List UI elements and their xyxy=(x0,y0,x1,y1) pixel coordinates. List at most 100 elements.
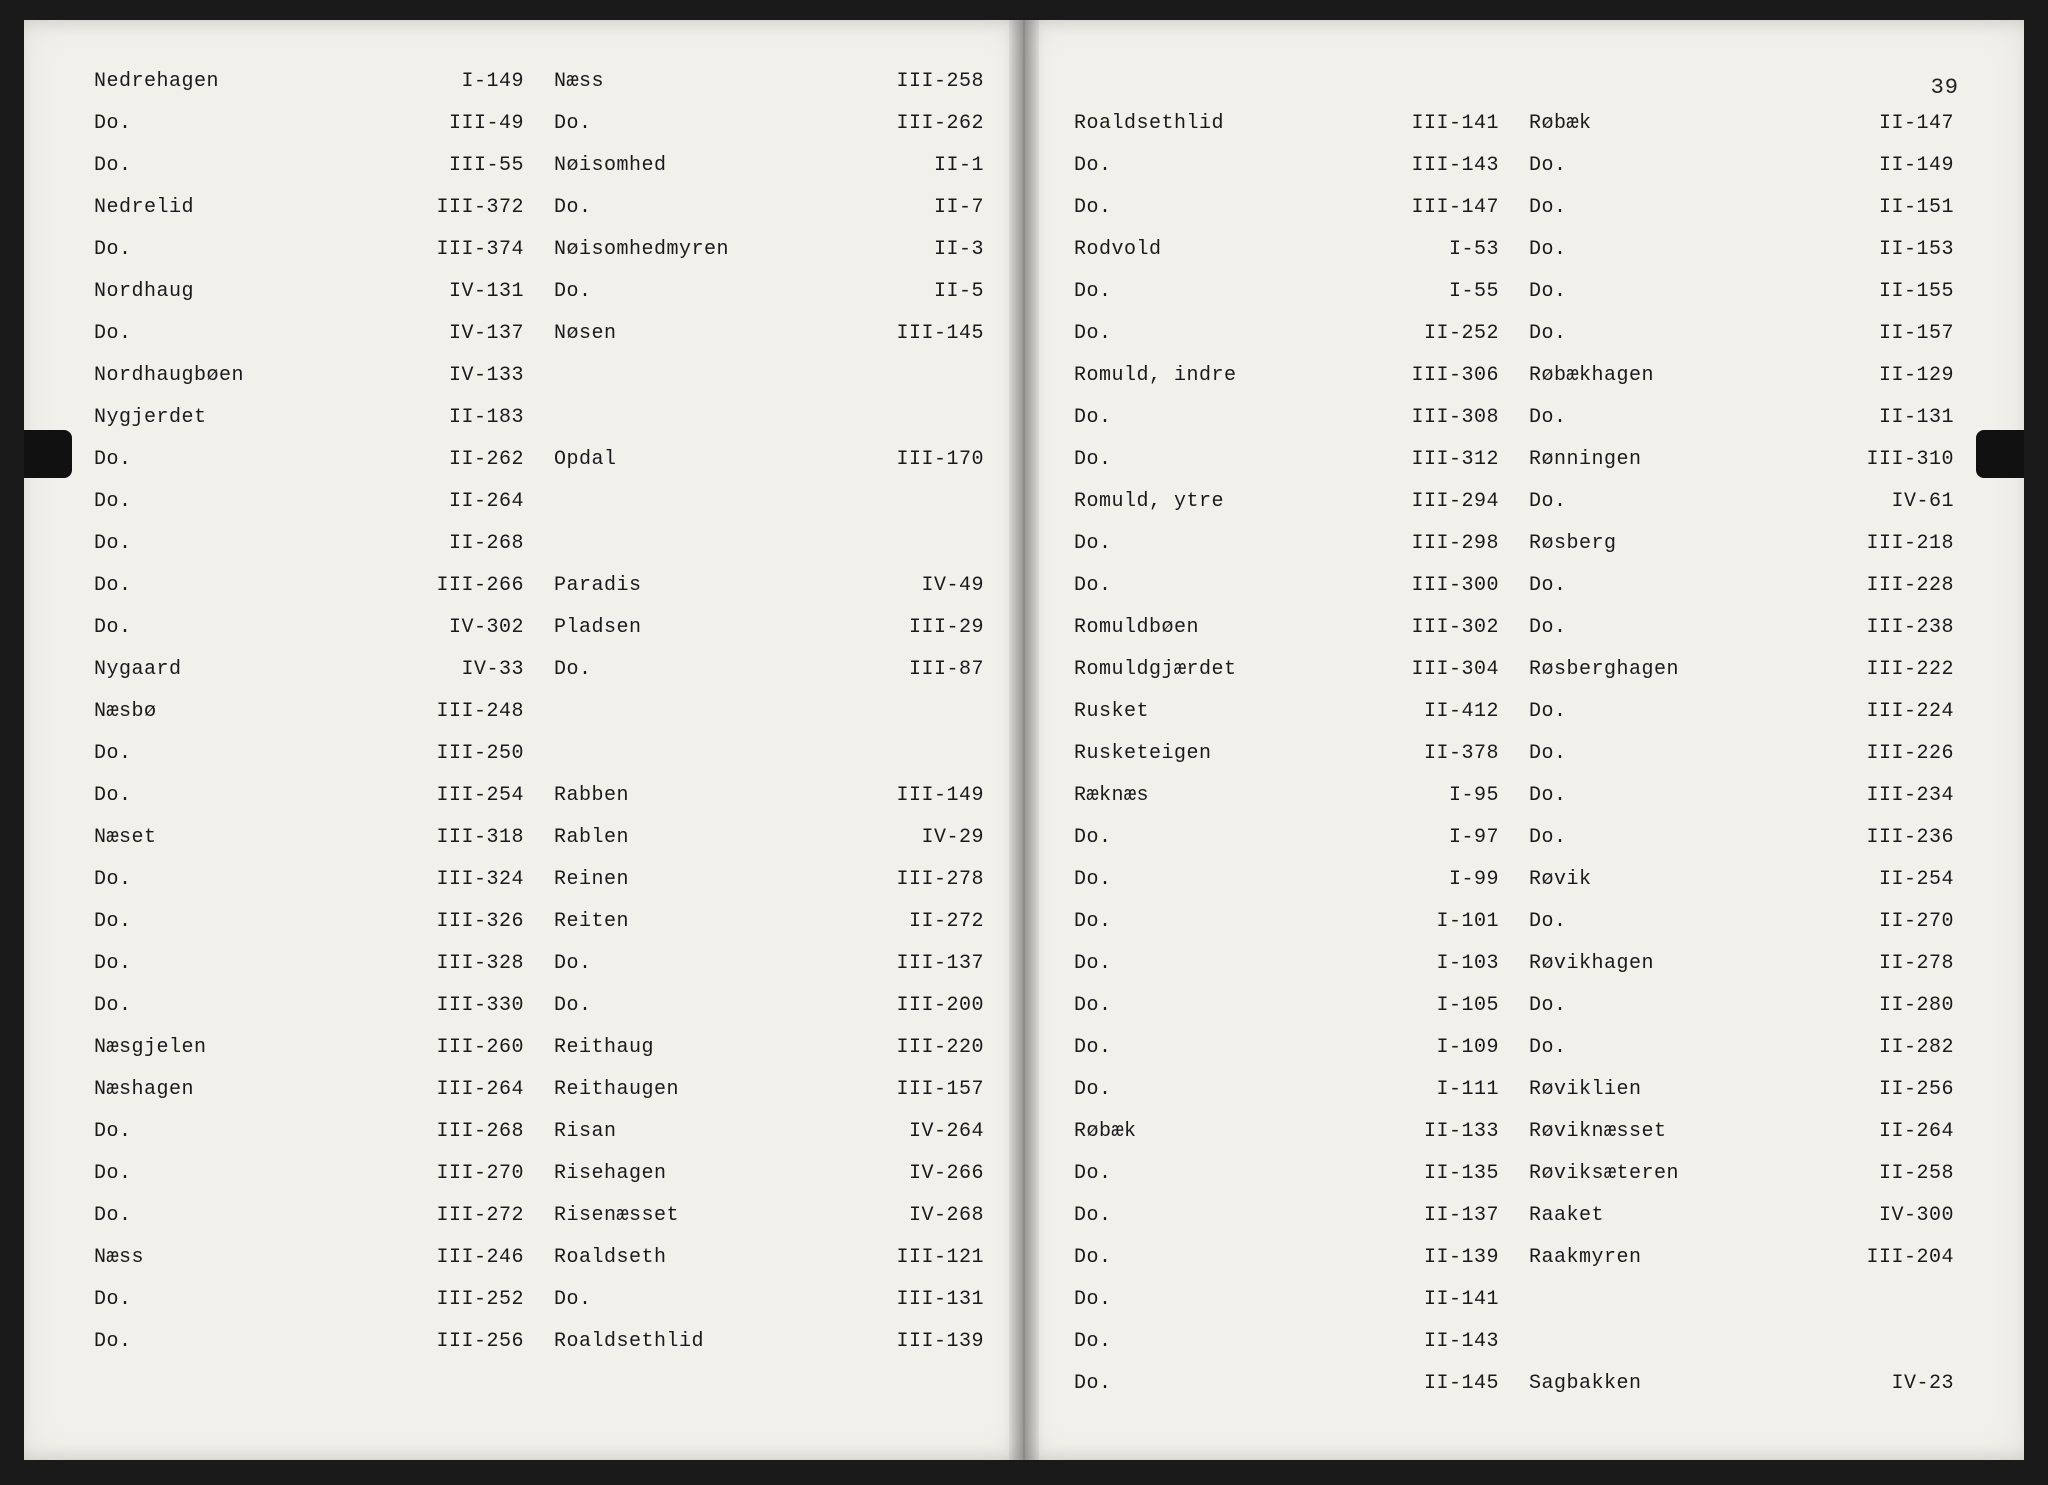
entry-name: Pladsen xyxy=(554,616,642,639)
entry-ref: II-183 xyxy=(449,406,524,429)
entry-ref: III-262 xyxy=(896,112,984,135)
entry-ref: III-266 xyxy=(436,574,524,597)
entry-ref: III-121 xyxy=(896,1246,984,1269)
entry-ref: IV-29 xyxy=(921,826,984,849)
entry-ref: III-308 xyxy=(1411,406,1499,429)
entry-name: Roaldsethlid xyxy=(1074,112,1224,135)
index-row: Romuld, indreIII-306 xyxy=(1074,364,1499,406)
entry-ref: III-374 xyxy=(436,238,524,261)
entry-name: Do. xyxy=(1074,952,1112,975)
entry-name: Raaket xyxy=(1529,1204,1604,1227)
index-row: NordhaugIV-131 xyxy=(94,280,524,322)
entry-name: Næshagen xyxy=(94,1078,194,1101)
entry-name: Do. xyxy=(554,994,592,1017)
entry-name: Nøsen xyxy=(554,322,617,345)
entry-name: Do. xyxy=(94,1162,132,1185)
index-row: Do.III-200 xyxy=(554,994,984,1036)
entry-name: Roaldsethlid xyxy=(554,1330,704,1353)
index-row: Do.I-109 xyxy=(1074,1036,1499,1078)
entry-ref: III-147 xyxy=(1411,196,1499,219)
entry-name: Romuld, ytre xyxy=(1074,490,1224,513)
index-row xyxy=(554,742,984,784)
entry-name: Do. xyxy=(1074,574,1112,597)
index-row: Do.III-330 xyxy=(94,994,524,1036)
index-row: Do.II-131 xyxy=(1529,406,1954,448)
entry-ref: III-234 xyxy=(1866,784,1954,807)
index-row: PladsenIII-29 xyxy=(554,616,984,658)
entry-name: Do. xyxy=(94,154,132,177)
entry-ref: III-328 xyxy=(436,952,524,975)
index-row: RønningenIII-310 xyxy=(1529,448,1954,490)
index-row: NøsenIII-145 xyxy=(554,322,984,364)
entry-ref: II-268 xyxy=(449,532,524,555)
index-row: SagbakkenIV-23 xyxy=(1529,1372,1954,1414)
index-row: RøbækhagenII-129 xyxy=(1529,364,1954,406)
page-number: 39 xyxy=(1931,75,1959,100)
entry-name: Do. xyxy=(1074,994,1112,1017)
entry-name: Reithaugen xyxy=(554,1078,679,1101)
entry-name: Næss xyxy=(94,1246,144,1269)
book-spread: NedrehagenI-149Do.III-49Do.III-55Nedreli… xyxy=(24,20,2024,1460)
entry-name: Rabben xyxy=(554,784,629,807)
entry-ref: IV-300 xyxy=(1879,1204,1954,1227)
index-row: RomuldgjærdetIII-304 xyxy=(1074,658,1499,700)
entry-name: Røbækhagen xyxy=(1529,364,1654,387)
index-row: Do.III-374 xyxy=(94,238,524,280)
index-row: ParadisIV-49 xyxy=(554,574,984,616)
index-row: NæsetIII-318 xyxy=(94,826,524,868)
index-row xyxy=(554,490,984,532)
entry-ref: IV-264 xyxy=(909,1120,984,1143)
index-row: Do. II-141 xyxy=(1074,1288,1499,1330)
index-row: Do.III-268 xyxy=(94,1120,524,1162)
entry-name: Do. xyxy=(94,742,132,765)
entry-name: Røbæk xyxy=(1529,112,1592,135)
entry-name: Do. xyxy=(1529,196,1567,219)
index-row: RøbækII-133 xyxy=(1074,1120,1499,1162)
entry-name: Nordhaugbøen xyxy=(94,364,244,387)
index-row: RodvoldI-53 xyxy=(1074,238,1499,280)
entry-name: Do. xyxy=(1074,1288,1112,1311)
entry-ref: II-270 xyxy=(1879,910,1954,933)
entry-ref: II-5 xyxy=(934,280,984,303)
index-row: Do.II-153 xyxy=(1529,238,1954,280)
entry-name: Do. xyxy=(1529,238,1567,261)
entry-ref: III-272 xyxy=(436,1204,524,1227)
index-row: RøviknæssetII-264 xyxy=(1529,1120,1954,1162)
index-row: NedrelidIII-372 xyxy=(94,196,524,238)
entry-ref: II-1 xyxy=(934,154,984,177)
index-row: Do.III-137 xyxy=(554,952,984,994)
index-row: NøisomhedII-1 xyxy=(554,154,984,196)
index-row: Do.II-145 xyxy=(1074,1372,1499,1414)
index-row: Do.III-147 xyxy=(1074,196,1499,238)
index-row: Do.II-264 xyxy=(94,490,524,532)
entry-name: Do. xyxy=(94,1120,132,1143)
entry-ref: II-141 xyxy=(1424,1288,1499,1311)
index-row: Do.II-137 xyxy=(1074,1204,1499,1246)
entry-name: Opdal xyxy=(554,448,617,471)
entry-ref: III-326 xyxy=(436,910,524,933)
index-row: Romuld, ytreIII-294 xyxy=(1074,490,1499,532)
entry-name: Do. xyxy=(554,196,592,219)
entry-ref: II-135 xyxy=(1424,1162,1499,1185)
index-row: Do.III-300 xyxy=(1074,574,1499,616)
entry-ref: III-149 xyxy=(896,784,984,807)
entry-ref: III-218 xyxy=(1866,532,1954,555)
left-page: NedrehagenI-149Do.III-49Do.III-55Nedreli… xyxy=(24,20,1024,1460)
index-row: NøisomhedmyrenII-3 xyxy=(554,238,984,280)
index-row: RøsbergIII-218 xyxy=(1529,532,1954,574)
index-row: Do.III-324 xyxy=(94,868,524,910)
index-row: NæsgjelenIII-260 xyxy=(94,1036,524,1078)
entry-ref: I-109 xyxy=(1436,1036,1499,1059)
entry-ref: IV-268 xyxy=(909,1204,984,1227)
entry-name: Do. xyxy=(554,658,592,681)
index-row: NæshagenIII-264 xyxy=(94,1078,524,1120)
entry-name: Do. xyxy=(1074,910,1112,933)
entry-ref: II-262 xyxy=(449,448,524,471)
index-row: Do.III-226 xyxy=(1529,742,1954,784)
entry-name: Røviknæsset xyxy=(1529,1120,1667,1143)
entry-name: Do. xyxy=(1074,868,1112,891)
index-row xyxy=(1529,1288,1954,1330)
index-row: Do.II-282 xyxy=(1529,1036,1954,1078)
index-row: RisanIV-264 xyxy=(554,1120,984,1162)
entry-ref: II-145 xyxy=(1424,1372,1499,1395)
